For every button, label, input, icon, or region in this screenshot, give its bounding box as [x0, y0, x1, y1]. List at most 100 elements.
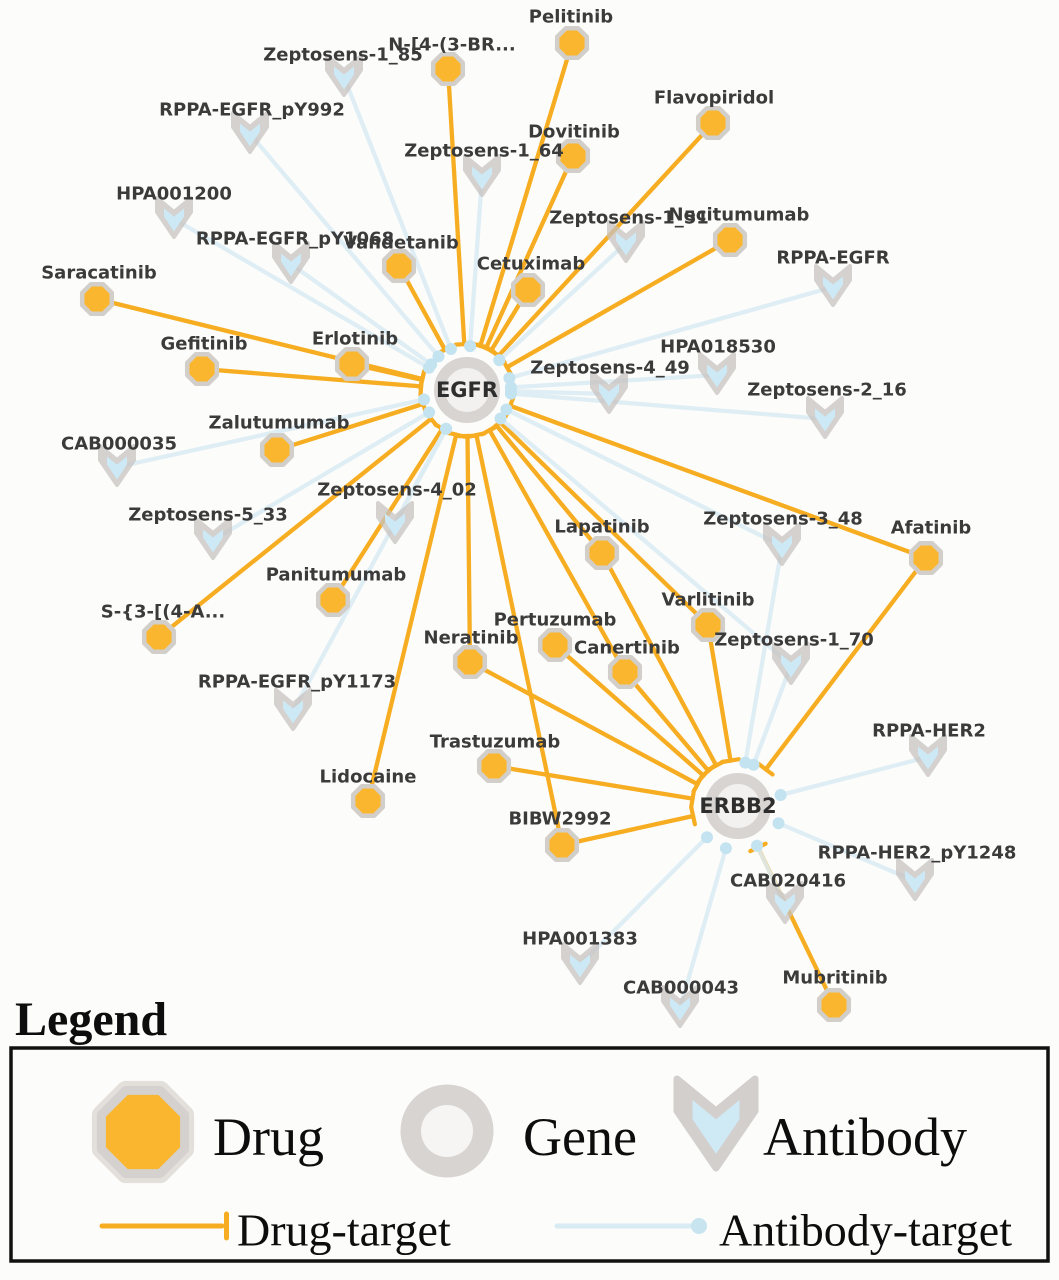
drug-node-Gefitinib	[184, 351, 220, 387]
drug-label-Vandetanib: Vandetanib	[343, 233, 459, 254]
antibody-target-edge-Zeptosens-5_33-EGFR	[210, 410, 432, 543]
drug-node-Flavopiridol	[695, 105, 731, 141]
drug-label-Dovitinib: Dovitinib	[528, 122, 620, 143]
drug-node-Neratinib	[452, 644, 488, 680]
drug-node-Vandetanib	[381, 248, 417, 284]
antibody-node-CAB000035	[98, 444, 136, 487]
antibody-label-HPA001200: HPA001200	[116, 184, 232, 205]
antibody-chevron-inner-CAB020416	[775, 893, 795, 917]
dot-marker-RPPA-EGFR_pY992-EGFR	[432, 350, 445, 363]
antibody-target-edge-HPA001200-EGFR	[171, 216, 432, 370]
antibody-label-RPPA-EGFR_pY1173: RPPA-EGFR_pY1173	[198, 672, 396, 693]
drug-node-BIBW2992	[544, 827, 580, 863]
dot-marker-RPPA-EGFR_pY1173-EGFR	[440, 422, 452, 435]
drug-node-Trastuzumab	[476, 748, 512, 784]
antibody-chevron-inner-Zeptosens-1_64	[472, 166, 492, 190]
drug-node-N-BR	[430, 51, 466, 87]
antibody-label-Zeptosens-1_70: Zeptosens-1_70	[714, 630, 874, 651]
antibody-chevron-inner-Zeptosens-3_48	[772, 535, 792, 559]
drug-target-edge-Varlitinib-ERBB2	[705, 622, 733, 763]
dot-marker-RPPA-EGFR_pY1068-EGFR	[425, 358, 438, 371]
drug-node-Canertinib	[607, 654, 643, 690]
antibody-label-HPA001383: HPA001383	[522, 929, 638, 950]
edge-end-markers	[418, 340, 787, 855]
antibody-node-RPPA-EGFR_pY992	[231, 111, 269, 154]
antibody-chevron-inner-RPPA-EGFR_pY992	[240, 123, 260, 147]
gene-ring-ERBB2	[705, 773, 771, 839]
drug-target-edge-Flavopiridol-EGFR	[496, 120, 716, 359]
drug-target-edge-Varlitinib-EGFR	[497, 419, 711, 628]
antibody-label-CAB020416: CAB020416	[730, 871, 846, 892]
drug-label-N-BR: N-[4-(3-BR...	[388, 35, 515, 56]
drug-node-Lidocaine	[350, 783, 386, 819]
antibody-label-Zeptosens-2_16: Zeptosens-2_16	[747, 380, 907, 401]
antibody-target-swatch	[554, 1218, 707, 1234]
dot-marker-CAB000035-EGFR	[418, 393, 430, 406]
antibody-node-CAB000043	[661, 985, 699, 1028]
drug-target-edge-Gefitinib-EGFR	[199, 366, 424, 389]
drug-target-swatch	[99, 1211, 229, 1241]
gene-node-ERBB2	[705, 773, 771, 839]
dot-marker-Zeptosens-1_70-EGFR	[494, 412, 507, 425]
tee-marker-Varlitinib-ERBB2	[719, 757, 742, 765]
antibody-target-edge-HPA001383-ERBB2	[577, 835, 710, 968]
drug-target-edge-N-BR-EGFR	[445, 66, 467, 347]
antibody-target-edge-Zeptosens-4_49-EGFR	[508, 389, 612, 397]
tee-marker-Trastuzumab-ERBB2	[689, 788, 697, 810]
legend-label-gene: Gene	[523, 1107, 637, 1167]
dot-marker-Zeptosens-1_70-ERBB2	[747, 758, 760, 771]
drug-target-edge-Neratinib-EGFR	[465, 433, 473, 665]
drug-label-Panitumumab: Panitumumab	[266, 565, 407, 586]
drug-label-Cetuximab: Cetuximab	[477, 254, 586, 275]
antibody-label-Zeptosens-5_33: Zeptosens-5_33	[128, 505, 288, 526]
antibody-node-Zeptosens-4_02	[376, 501, 414, 544]
antibody-chevron-inner-Zeptosens-1_70	[781, 654, 801, 678]
antibody-target-edge-Zeptosens-1_64-EGFR	[467, 174, 485, 349]
antibody-label-HPA018530: HPA018530	[660, 337, 776, 358]
antibody-chevron-inner-Zeptosens-4_49	[599, 383, 619, 407]
antibody-chevron-inner-Zeptosens-1_85	[334, 66, 354, 90]
antibody-node-Zeptosens-1_51	[607, 220, 645, 263]
legend-title: Legend	[15, 993, 167, 1046]
network-nodes	[79, 25, 947, 1028]
drug-label-Zalutumumab: Zalutumumab	[209, 413, 350, 434]
dot-marker-RPPA-EGFR-EGFR	[503, 372, 516, 385]
antibody-target-edge-Zeptosens-2_16-EGFR	[508, 391, 828, 422]
drug-label-Varlitinib: Varlitinib	[662, 590, 755, 611]
drug-label-Gefitinib: Gefitinib	[161, 334, 248, 355]
drug-label-Afatinib: Afatinib	[891, 518, 972, 539]
antibody-chevron-inner-Zeptosens-2_16	[815, 408, 835, 432]
drug-label-Mubritinib: Mubritinib	[782, 968, 887, 989]
antibody-chevron-inner-CAB000043	[670, 997, 690, 1021]
antibody-target-edge-Zeptosens-1_51-EGFR	[497, 240, 629, 363]
drug-label-S-A: S-{3-[(4-A...	[101, 602, 225, 623]
antibody-chevron-inner-RPPA-EGFR_pY1068	[281, 253, 301, 277]
antibody-label-RPPA-EGFR_pY1068: RPPA-EGFR_pY1068	[196, 229, 394, 250]
antibody-label-Zeptosens-1_51: Zeptosens-1_51	[549, 208, 709, 229]
gene-node-EGFR	[434, 357, 500, 423]
antibody-chevron-inner-HPA001383	[570, 954, 590, 978]
tee-marker-BIBW2992-ERBB2	[689, 805, 698, 827]
antibody-node-Zeptosens-1_64	[463, 154, 501, 197]
tee-marker-BIBW2992-EGFR	[466, 431, 487, 439]
dot-marker-CAB020416-ERBB2	[751, 839, 763, 852]
antibody-node-Zeptosens-1_70	[772, 642, 810, 685]
dot-marker-RPPA-HER2-ERBB2	[774, 789, 787, 801]
legend: Legend Drug Gene Antibody Drug-target	[9, 993, 1050, 1263]
drug-label-Canertinib: Canertinib	[574, 638, 680, 659]
drug-target-edge-Zalutumumab-EGFR	[274, 401, 426, 453]
dot-marker-Zeptosens-3_48-EGFR	[500, 403, 513, 416]
drug-label-Neratinib: Neratinib	[424, 628, 519, 649]
antibody-target-edge-RPPA-EGFR_pY992-EGFR	[247, 131, 441, 359]
antibody-label-Zeptosens-3_48: Zeptosens-3_48	[703, 509, 863, 530]
drug-target-edge-Neratinib-ERBB2	[467, 659, 700, 787]
antibody-node-Zeptosens-2_16	[806, 396, 844, 439]
antibody-node-RPPA-EGFR_pY1068	[272, 241, 310, 284]
antibody-chevron-inner-Zeptosens-4_02	[385, 513, 405, 537]
antibody-target-edge-CAB000043-ERBB2	[677, 846, 729, 1011]
dot-marker-CAB000043-ERBB2	[719, 842, 732, 855]
drug-target-edge-Necitumumab-EGFR	[504, 237, 733, 370]
antibody-target-edge-RPPA-EGFR_pY1173-EGFR	[290, 426, 449, 714]
antibody-label-RPPA-HER2: RPPA-HER2	[872, 721, 986, 742]
gene-ring-EGFR	[434, 357, 500, 423]
